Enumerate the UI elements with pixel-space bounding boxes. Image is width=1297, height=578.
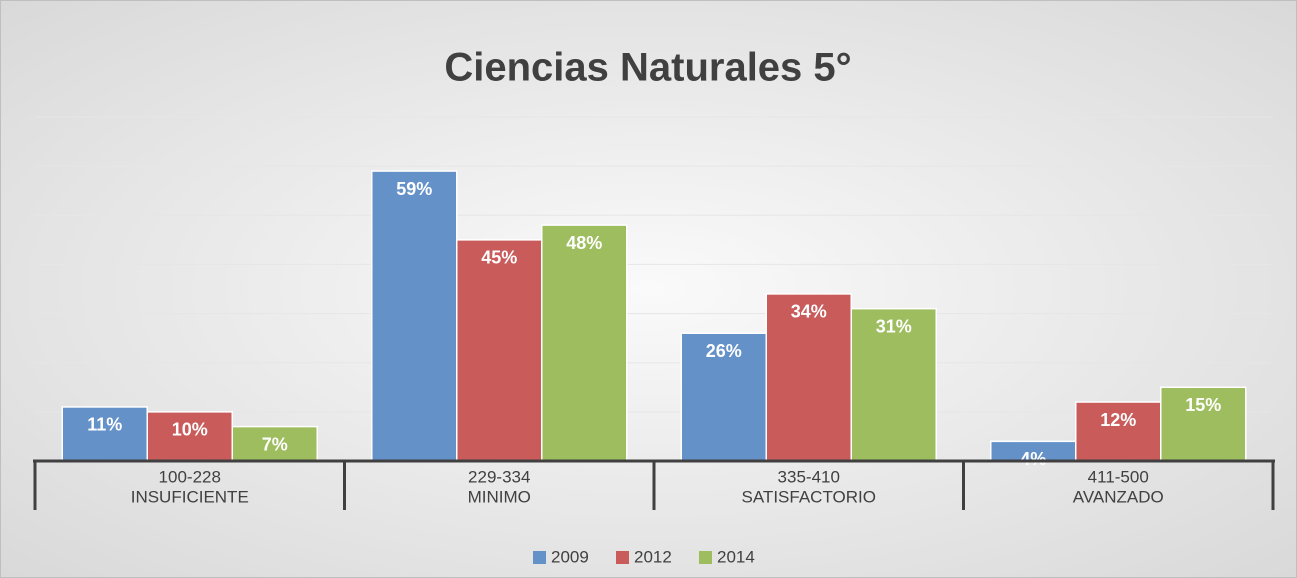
- legend-swatch: [699, 551, 712, 564]
- data-label: 59%: [396, 179, 432, 199]
- bar: [146, 411, 233, 462]
- data-label: 31%: [876, 316, 912, 336]
- legend-label: 2009: [551, 547, 589, 566]
- x-tick-label: INSUFICIENTE: [131, 487, 249, 506]
- x-tick-label: 229-334: [468, 467, 530, 486]
- data-label: 10%: [172, 420, 208, 440]
- legend-label: 2014: [717, 547, 755, 566]
- data-label: 11%: [87, 415, 122, 435]
- data-label: 26%: [706, 341, 742, 361]
- x-tick-label: 100-228: [159, 467, 221, 486]
- x-tick-label: AVANZADO: [1073, 487, 1164, 506]
- legend-label: 2012: [634, 547, 672, 566]
- data-label: 15%: [1185, 395, 1221, 415]
- legend-swatch: [616, 551, 629, 564]
- bar: [231, 425, 318, 462]
- data-label: 48%: [566, 233, 602, 253]
- bar: [1075, 401, 1162, 462]
- x-tick-label: MINIMO: [468, 487, 531, 506]
- data-label: 7%: [262, 434, 288, 454]
- data-label: 12%: [1100, 410, 1136, 430]
- x-tick-label: SATISFACTORIO: [742, 487, 876, 506]
- bar: [765, 293, 852, 462]
- data-label: 45%: [481, 248, 517, 268]
- x-tick-label: 411-500: [1088, 467, 1149, 486]
- chart-title: Ciencias Naturales 5°: [444, 46, 851, 90]
- bar: [541, 224, 628, 462]
- bar: [456, 239, 543, 462]
- x-tick-label: 335-410: [778, 467, 840, 486]
- bar: [371, 170, 458, 462]
- data-label: 34%: [791, 302, 827, 322]
- bar: [1160, 386, 1247, 462]
- legend-swatch: [533, 551, 546, 564]
- data-label: 4%: [1020, 449, 1046, 469]
- bar: [850, 307, 937, 462]
